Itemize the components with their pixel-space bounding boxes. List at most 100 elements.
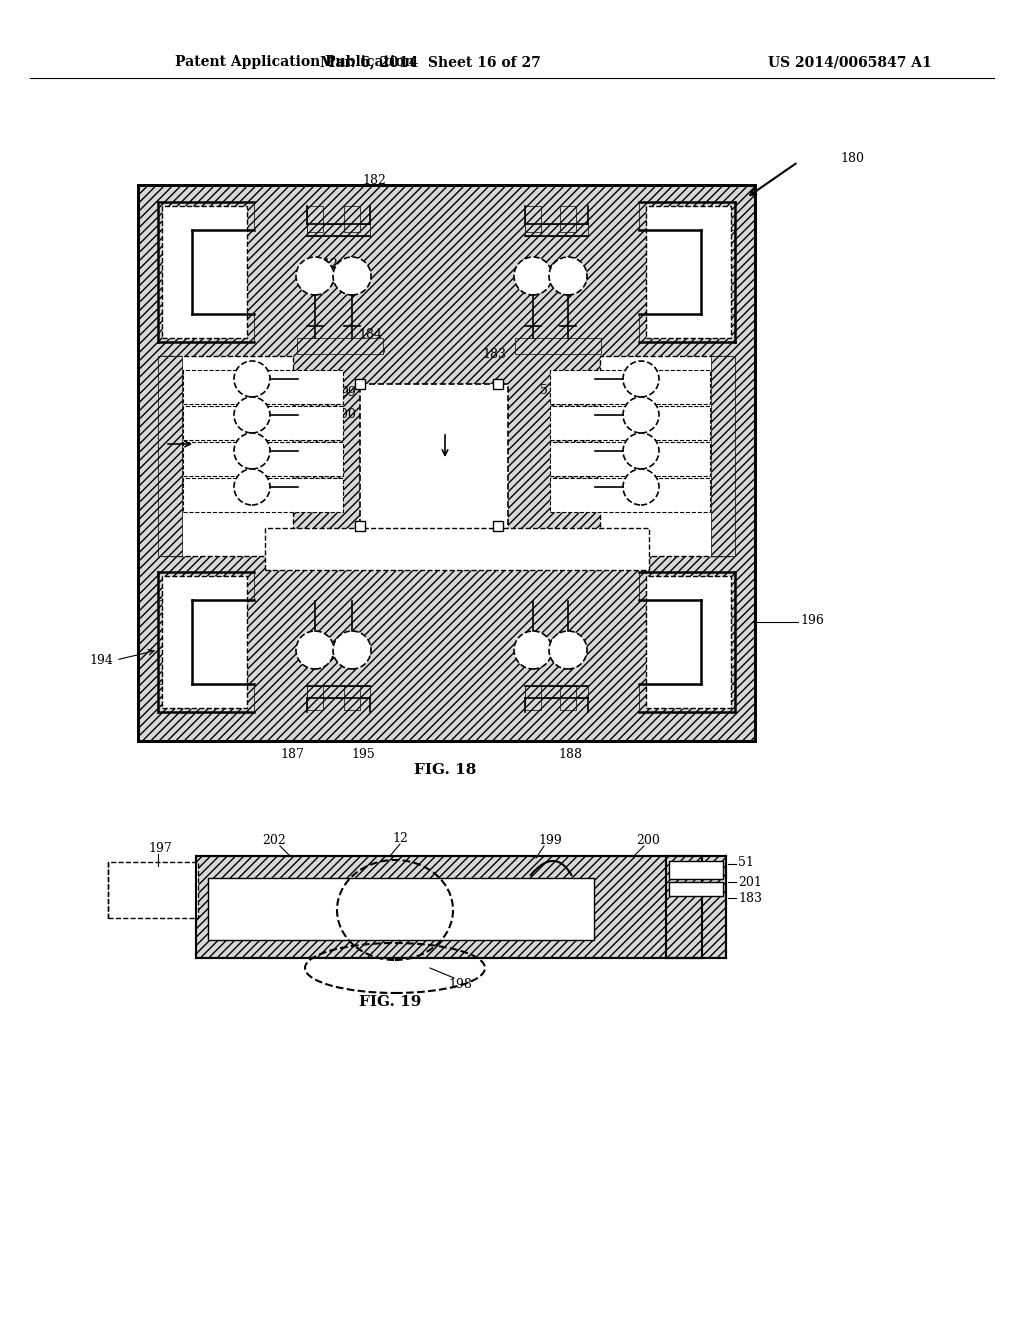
Bar xyxy=(666,855,726,958)
Text: FIG. 19: FIG. 19 xyxy=(358,995,421,1008)
Bar xyxy=(162,206,247,338)
Text: 183: 183 xyxy=(738,891,762,904)
Bar xyxy=(525,224,588,236)
Bar xyxy=(183,407,343,440)
Text: 193: 193 xyxy=(456,454,480,466)
Bar xyxy=(550,370,710,404)
Bar xyxy=(265,528,649,570)
Circle shape xyxy=(623,469,659,506)
Bar xyxy=(701,202,735,342)
Text: 200: 200 xyxy=(636,833,659,846)
Bar xyxy=(307,686,323,710)
Bar xyxy=(163,356,293,556)
Circle shape xyxy=(514,631,552,669)
Text: 197: 197 xyxy=(148,842,172,854)
Bar xyxy=(550,442,710,477)
Circle shape xyxy=(234,360,270,397)
Bar xyxy=(108,862,198,917)
Bar xyxy=(158,202,254,230)
Bar xyxy=(182,445,234,457)
Bar xyxy=(344,686,360,710)
Text: 180: 180 xyxy=(840,152,864,165)
Text: 200: 200 xyxy=(332,408,356,421)
Text: 202: 202 xyxy=(262,833,286,846)
Bar xyxy=(550,478,710,512)
Text: 187: 187 xyxy=(280,748,304,762)
Bar xyxy=(639,314,735,342)
Bar xyxy=(669,861,723,879)
Bar xyxy=(659,374,711,385)
Bar xyxy=(307,224,370,236)
Text: ↓F: ↓F xyxy=(436,433,456,446)
Bar xyxy=(158,314,254,342)
Circle shape xyxy=(514,257,552,294)
Bar xyxy=(344,206,360,232)
Bar xyxy=(560,686,575,710)
Bar xyxy=(560,206,575,232)
Text: FIG. 18: FIG. 18 xyxy=(414,763,476,777)
Bar xyxy=(525,686,588,698)
Text: 99: 99 xyxy=(340,385,356,399)
Text: Patent Application Publication: Patent Application Publication xyxy=(175,55,415,69)
Bar xyxy=(182,409,234,421)
Bar xyxy=(525,206,541,232)
Text: US 2014/0065847 A1: US 2014/0065847 A1 xyxy=(768,55,932,69)
Bar xyxy=(639,684,735,711)
Bar xyxy=(138,185,755,741)
Bar xyxy=(196,855,702,958)
Bar xyxy=(701,572,735,711)
Bar xyxy=(669,882,723,896)
Circle shape xyxy=(549,631,587,669)
Bar xyxy=(307,206,323,232)
Bar xyxy=(550,407,710,440)
Circle shape xyxy=(296,631,334,669)
Text: 191: 191 xyxy=(415,525,439,539)
Text: 199: 199 xyxy=(539,833,562,846)
Text: 12: 12 xyxy=(323,259,338,272)
Text: Mar. 6, 2014  Sheet 16 of 27: Mar. 6, 2014 Sheet 16 of 27 xyxy=(319,55,541,69)
Text: 181: 181 xyxy=(433,541,457,554)
Bar xyxy=(158,572,254,601)
Text: 194: 194 xyxy=(89,653,113,667)
Circle shape xyxy=(623,433,659,469)
Bar xyxy=(182,374,234,385)
Text: 184: 184 xyxy=(358,329,382,342)
Bar xyxy=(646,576,731,708)
Bar xyxy=(158,684,254,711)
Bar xyxy=(138,185,755,741)
Text: 182: 182 xyxy=(362,174,386,187)
Bar xyxy=(182,480,234,492)
Bar xyxy=(158,572,193,711)
Circle shape xyxy=(549,257,587,294)
Text: 188: 188 xyxy=(558,748,582,762)
Circle shape xyxy=(623,360,659,397)
Bar xyxy=(162,576,247,708)
Bar xyxy=(493,521,503,531)
Bar xyxy=(659,445,711,457)
Bar xyxy=(355,521,365,531)
Bar xyxy=(639,572,735,601)
Text: 197: 197 xyxy=(198,359,222,372)
Text: 183: 183 xyxy=(482,348,506,362)
Circle shape xyxy=(333,631,371,669)
Bar xyxy=(659,480,711,492)
Bar xyxy=(711,356,735,556)
Bar xyxy=(355,379,365,389)
Circle shape xyxy=(296,257,334,294)
Bar xyxy=(183,478,343,512)
Bar xyxy=(493,379,503,389)
Text: 185: 185 xyxy=(362,343,386,356)
Text: 192: 192 xyxy=(582,446,606,458)
Bar xyxy=(158,356,182,556)
Text: 198: 198 xyxy=(449,978,472,990)
Bar xyxy=(525,686,541,710)
Text: 201: 201 xyxy=(738,875,762,888)
Text: F: F xyxy=(157,437,166,450)
Circle shape xyxy=(234,469,270,506)
Bar xyxy=(208,878,594,940)
Text: 190: 190 xyxy=(476,537,500,550)
Text: 186: 186 xyxy=(420,384,444,396)
Text: 189: 189 xyxy=(336,537,360,550)
Bar xyxy=(360,384,508,536)
Bar xyxy=(297,338,383,354)
